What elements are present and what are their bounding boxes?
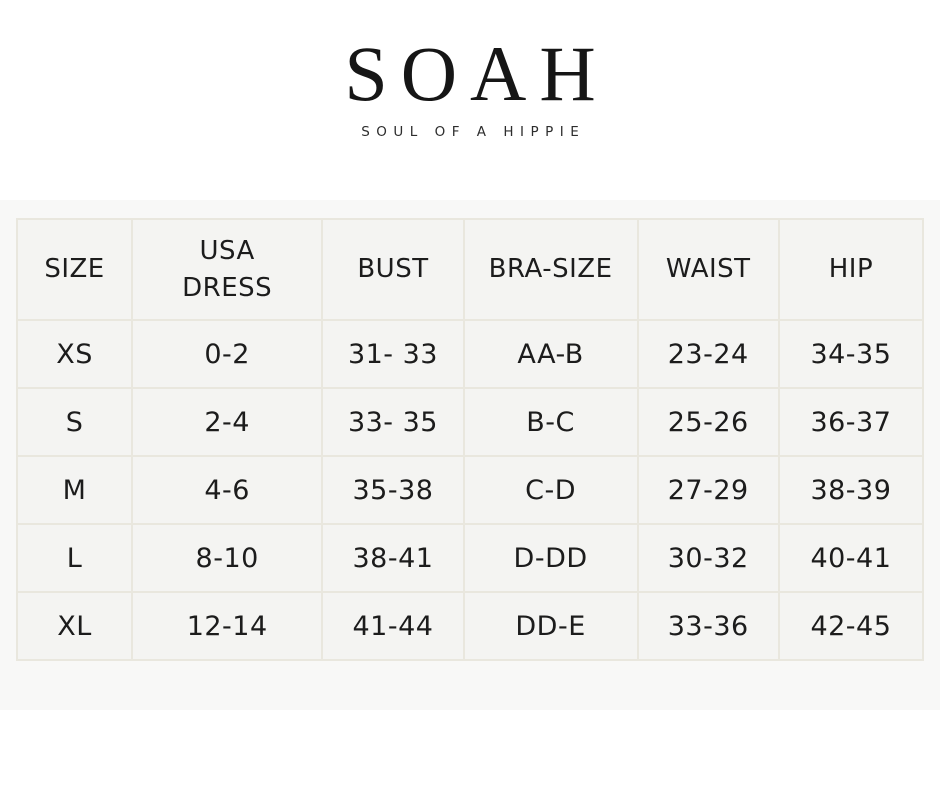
cell-hip: 38-39 [777,455,925,525]
cell-size: XS [15,319,134,389]
column-header-bust: BUST [321,218,465,321]
cell-waist: 33-36 [636,591,780,661]
cell-hip: 40-41 [777,523,925,593]
cell-usa-dress: 0-2 [131,319,324,389]
table-row: L 8-10 38-41 D-DD 30-32 40-41 [15,523,925,593]
column-header-size: SIZE [15,218,134,321]
cell-bra-size: D-DD [462,523,639,593]
cell-usa-dress: 12-14 [131,591,324,661]
cell-bust: 41-44 [321,591,465,661]
header-row: SIZE USA DRESS BUST BRA-SIZE WAIST HIP [15,218,925,321]
cell-size: XL [15,591,134,661]
cell-bust: 38-41 [321,523,465,593]
cell-size: M [15,455,134,525]
cell-bra-size: AA-B [462,319,639,389]
cell-hip: 34-35 [777,319,925,389]
cell-bra-size: B-C [462,387,639,457]
cell-usa-dress: 4-6 [131,455,324,525]
size-chart-table: SIZE USA DRESS BUST BRA-SIZE WAIST HIP XS 0-2 3… [15,218,925,661]
cell-bra-size: DD-E [462,591,639,661]
cell-waist: 27-29 [636,455,780,525]
cell-bust: 33- 35 [321,387,465,457]
cell-waist: 23-24 [636,319,780,389]
table-row: XL 12-14 41-44 DD-E 33-36 42-45 [15,591,925,661]
size-chart-band: SIZE USA DRESS BUST BRA-SIZE WAIST HIP XS 0-2 3… [0,200,940,710]
cell-hip: 36-37 [777,387,925,457]
cell-hip: 42-45 [777,591,925,661]
table-row: XS 0-2 31- 33 AA-B 23-24 34-35 [15,319,925,389]
cell-bust: 35-38 [321,455,465,525]
cell-size: L [15,523,134,593]
column-header-waist: WAIST [636,218,780,321]
column-header-bra-size: BRA-SIZE [462,218,639,321]
table-row: M 4-6 35-38 C-D 27-29 38-39 [15,455,925,525]
table-row: S 2-4 33- 35 B-C 25-26 36-37 [15,387,925,457]
cell-usa-dress: 8-10 [131,523,324,593]
cell-usa-dress: 2-4 [131,387,324,457]
cell-waist: 30-32 [636,523,780,593]
cell-size: S [15,387,134,457]
cell-bra-size: C-D [462,455,639,525]
brand-header: SOAH SOUL OF A HIPPIE [0,0,940,140]
cell-bust: 31- 33 [321,319,465,389]
brand-tagline: SOUL OF A HIPPIE [361,123,586,140]
column-header-hip: HIP [777,218,925,321]
cell-waist: 25-26 [636,387,780,457]
brand-logo: SOAH [344,30,609,117]
column-header-usa-dress: USA DRESS [131,218,324,321]
